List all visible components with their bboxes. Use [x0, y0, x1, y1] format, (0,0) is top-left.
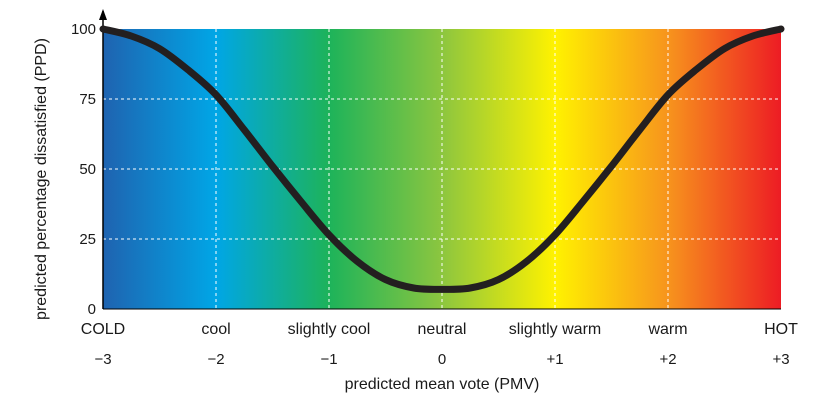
y-tick-label: 0 [88, 301, 96, 318]
x-tick-label: −2 [207, 351, 224, 368]
y-tick-label: 75 [79, 91, 96, 108]
x-category-label: neutral [418, 321, 467, 338]
x-tick-label: +2 [659, 351, 676, 368]
x-category-label: HOT [764, 321, 798, 338]
y-axis-label: predicted percentage dissatisfied (PPD) [33, 38, 50, 320]
y-tick-labels: 0 25 50 75 100 [71, 21, 96, 318]
x-category-label: warm [647, 321, 687, 338]
x-category-labels: COLD cool slightly cool neutral slightly war… [81, 321, 798, 338]
x-tick-label: −1 [320, 351, 337, 368]
x-tick-label: 0 [438, 351, 446, 368]
axes [99, 9, 781, 310]
x-category-label: slightly cool [288, 321, 371, 338]
y-tick-label: 100 [71, 21, 96, 38]
y-tick-label: 50 [79, 161, 96, 178]
x-category-label: cool [201, 321, 230, 338]
ppd-curve [99, 25, 785, 293]
y-axis-arrow-icon [99, 9, 107, 20]
x-tick-label: −3 [94, 351, 111, 368]
y-tick-label: 25 [79, 231, 96, 248]
x-tick-labels: −3 −2 −1 0 +1 +2 +3 [94, 351, 789, 368]
x-axis-label: predicted mean vote (PMV) [345, 376, 540, 393]
x-category-label: COLD [81, 321, 125, 338]
x-category-label: slightly warm [509, 321, 601, 338]
x-tick-label: +1 [546, 351, 563, 368]
x-tick-label: +3 [772, 351, 789, 368]
